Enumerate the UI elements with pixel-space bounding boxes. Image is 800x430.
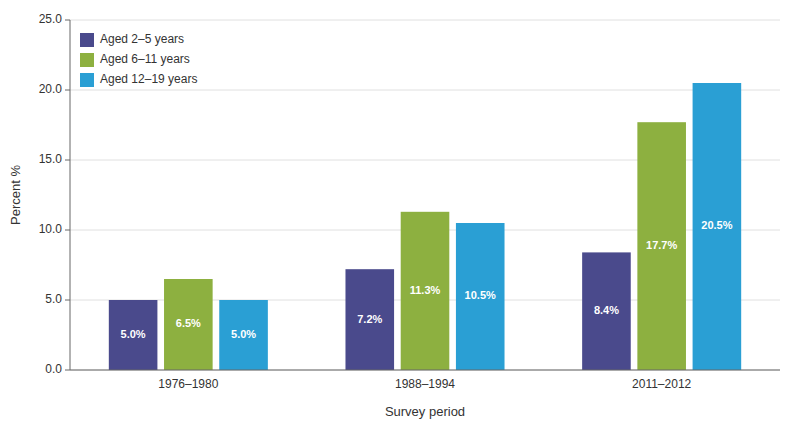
bar [164, 279, 213, 370]
bar [219, 300, 268, 370]
y-tick [65, 160, 70, 161]
data-label: 8.4% [594, 304, 619, 316]
legend-label: Aged 6–11 years [100, 52, 190, 66]
bars [109, 83, 741, 370]
chart: 0.0 5.0 10.0 15.0 20.0 25.0 5.0% 7.2% 8.4% 6.5% 11… [0, 0, 800, 430]
legend-swatch [80, 53, 94, 67]
x-axis-title: Survey period [385, 404, 465, 419]
y-tick-label: 10.0 [39, 222, 63, 236]
y-tick-label: 5.0 [45, 292, 62, 306]
grid-line [70, 20, 780, 21]
legend-swatch [80, 73, 94, 87]
data-label: 20.5% [701, 219, 732, 231]
y-tick-label: 25.0 [39, 12, 63, 26]
y-axis-line [70, 20, 71, 370]
data-label: 10.5% [465, 289, 496, 301]
y-axis-title: Percent % [8, 165, 23, 225]
y-tick-label: 0.0 [45, 362, 62, 376]
bar [456, 223, 505, 370]
grid-line [70, 370, 780, 371]
legend-swatch [80, 33, 94, 47]
bar [693, 83, 742, 370]
data-label: 5.0% [231, 328, 256, 340]
y-tick-label: 20.0 [39, 82, 63, 96]
legend: Aged 2–5 years Aged 6–11 years Aged 12–19 … [80, 32, 197, 87]
data-label: 11.3% [410, 284, 441, 296]
bar [401, 212, 450, 370]
grid-line [70, 90, 780, 91]
y-tick-label: 15.0 [39, 152, 63, 166]
x-tick-label: 1976–1980 [158, 377, 218, 391]
data-label: 6.5% [176, 317, 201, 329]
data-label: 7.2% [357, 313, 382, 325]
x-tick-label: 2011–2012 [632, 377, 692, 391]
legend-label: Aged 12–19 years [100, 72, 197, 86]
y-tick [65, 370, 70, 371]
legend-label: Aged 2–5 years [100, 32, 184, 46]
y-tick [65, 300, 70, 301]
bar [637, 122, 686, 370]
y-tick [65, 90, 70, 91]
y-tick [65, 20, 70, 21]
data-label: 17.7% [646, 239, 677, 251]
bar [345, 269, 394, 370]
data-label: 5.0% [121, 328, 146, 340]
y-tick [65, 230, 70, 231]
x-axis-line [70, 370, 780, 371]
bar [582, 252, 631, 370]
bar [109, 300, 158, 370]
x-tick-label: 1988–1994 [395, 377, 455, 391]
